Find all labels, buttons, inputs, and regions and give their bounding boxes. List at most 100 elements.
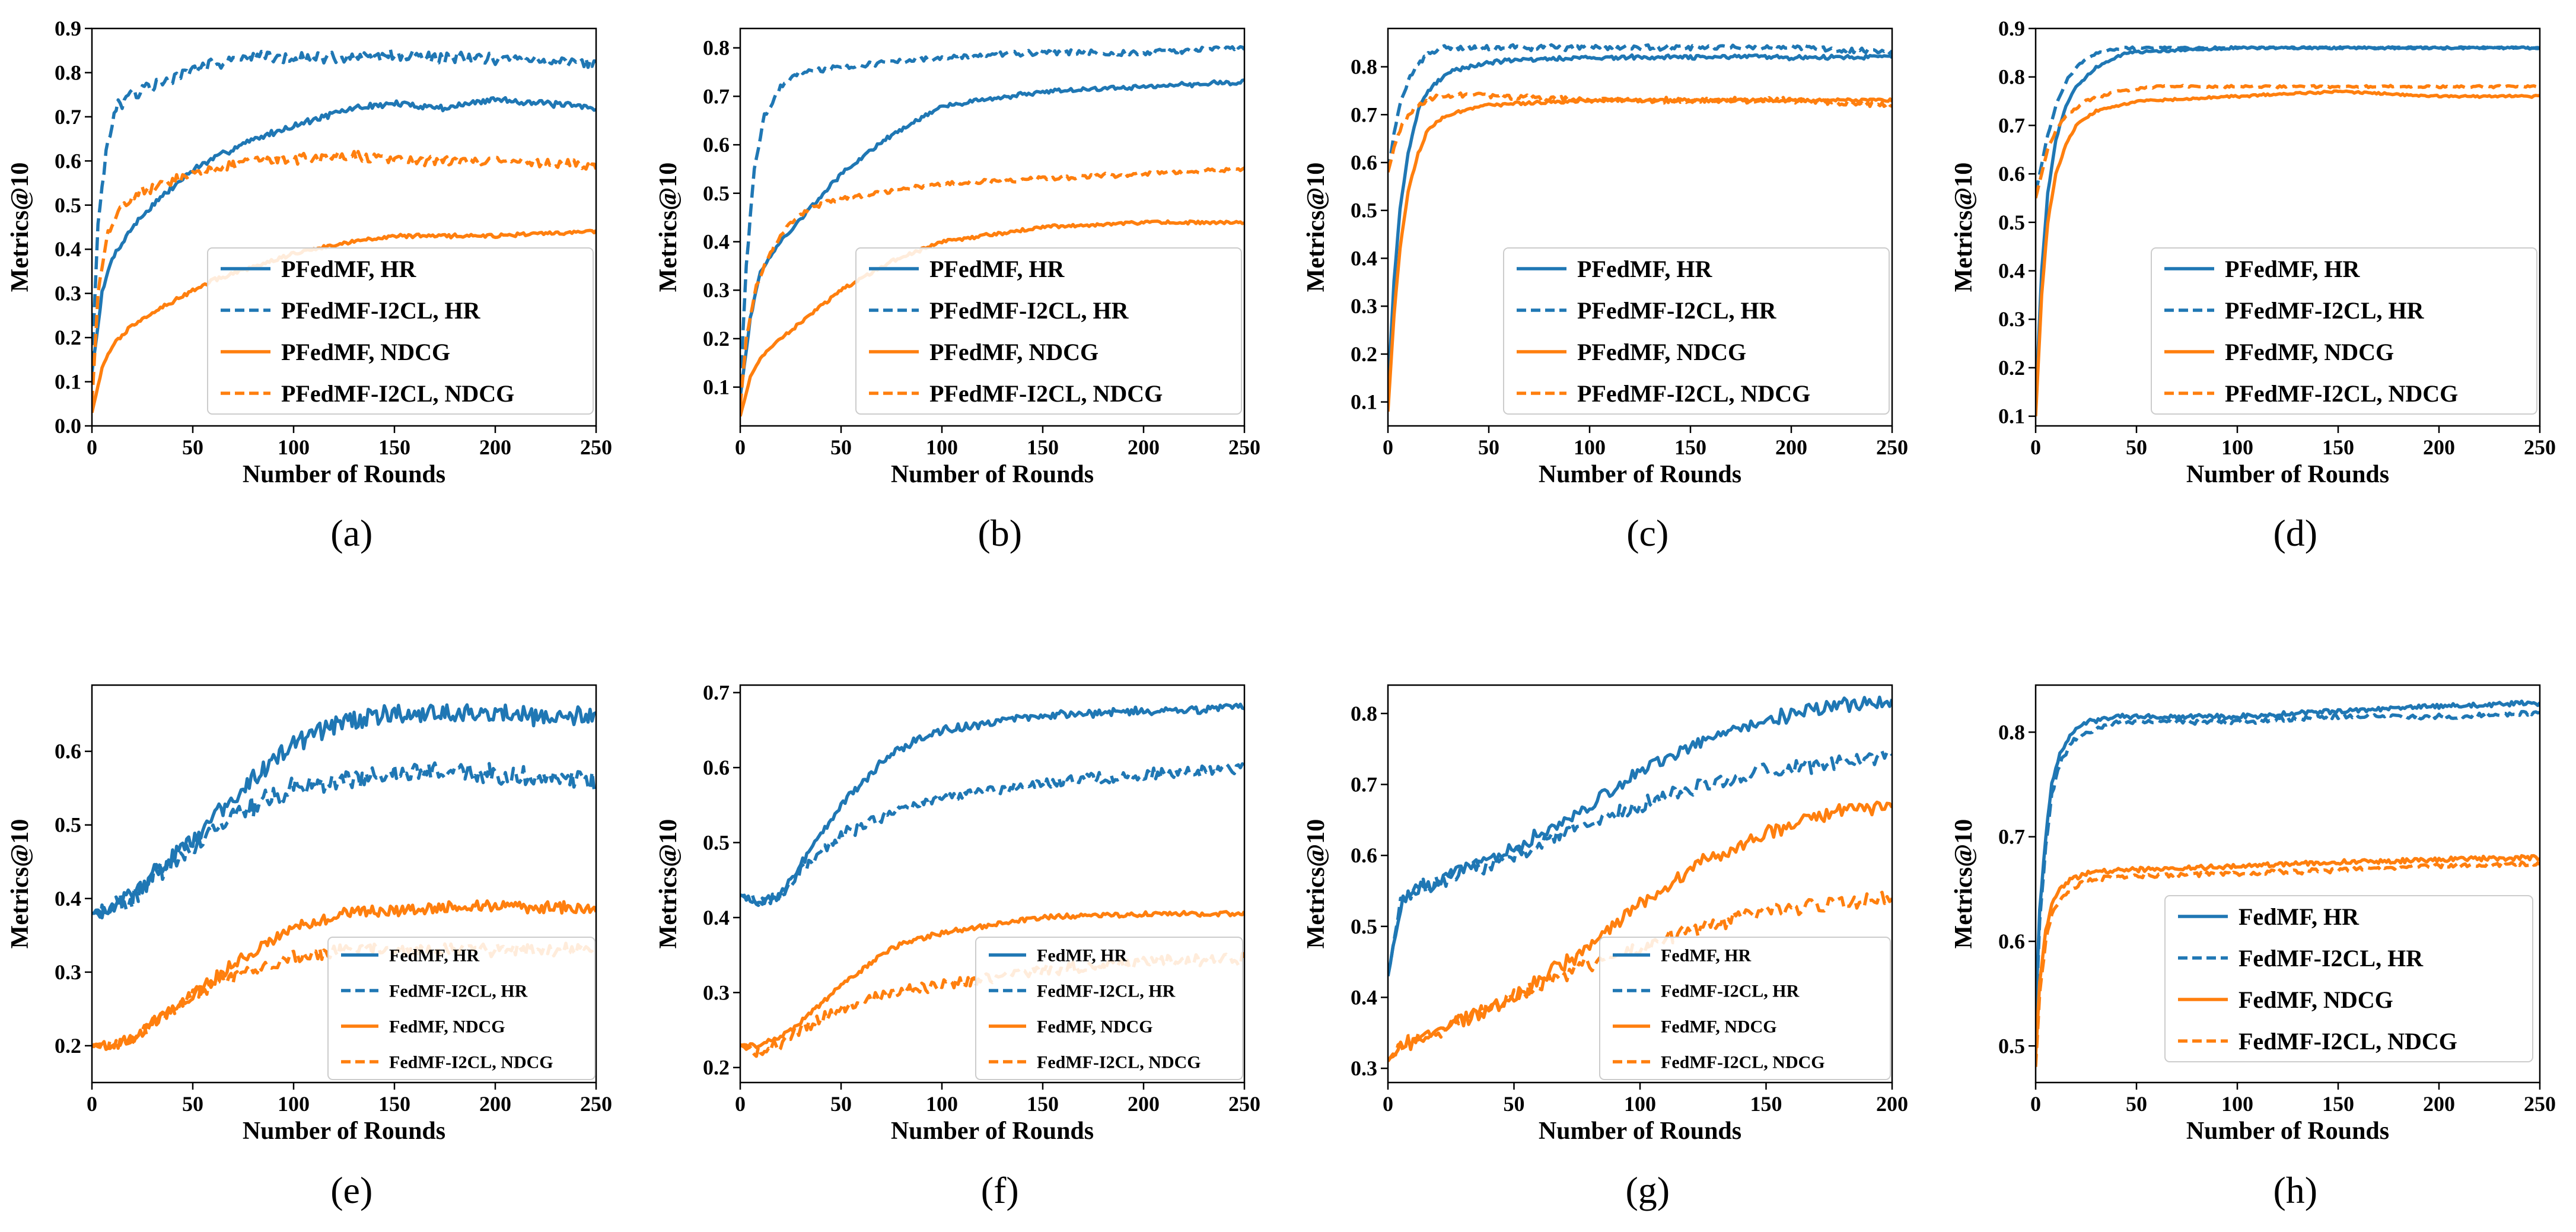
y-tick-label: 0.9 — [55, 17, 81, 40]
x-tick-label: 250 — [580, 435, 612, 459]
y-tick-label: 0.3 — [703, 278, 730, 302]
x-tick-label: 50 — [1478, 435, 1499, 459]
x-tick-label: 250 — [580, 1092, 612, 1116]
x-tick-label: 0 — [735, 1092, 746, 1116]
legend-label: FedMF, NDCG — [389, 1017, 505, 1037]
x-axis-label: Number of Rounds — [891, 461, 1094, 488]
chart-panel: 0 50 100 150 200 250 0.5 0.6 0.7 0.8 Number of Rou… — [1950, 684, 2556, 1211]
x-tick-label: 200 — [1128, 435, 1160, 459]
series-line — [740, 909, 1244, 1049]
series-line — [1388, 800, 1892, 1062]
x-axis-label: Number of Rounds — [243, 1118, 445, 1145]
y-axis-label: Metrics@10 — [655, 819, 682, 949]
y-tick-label: 0.5 — [1351, 199, 1377, 222]
x-tick-label: 200 — [1128, 1092, 1160, 1116]
legend-label: PFedMF-I2CL, NDCG — [1577, 380, 1810, 407]
y-tick-label: 0.2 — [1998, 356, 2025, 380]
legend: FedMF, HR FedMF-I2CL, HR FedMF, NDCG FedMF-… — [975, 937, 1243, 1080]
y-tick-label: 0.6 — [703, 756, 730, 779]
x-tick-label: 250 — [1228, 1092, 1260, 1116]
x-axis-label: Number of Rounds — [243, 461, 445, 488]
legend-label: FedMF-I2CL, NDCG — [389, 1053, 553, 1072]
y-tick-label: 0.8 — [1998, 720, 2025, 744]
plot-frame — [1387, 27, 1893, 427]
y-tick-label: 0.4 — [703, 230, 730, 254]
x-tick-label: 250 — [2524, 435, 2556, 459]
y-axis-label: Metrics@10 — [1950, 819, 1978, 949]
x-tick-label: 200 — [479, 1092, 511, 1116]
series-group — [2036, 699, 2540, 1067]
plot-frame — [2034, 684, 2541, 1084]
x-tick-label: 50 — [1504, 1092, 1525, 1116]
y-tick-label: 0.6 — [1998, 162, 2025, 186]
y-tick-label: 0.6 — [1351, 843, 1377, 867]
y-tick-label: 0.4 — [1351, 985, 1377, 1009]
y-tick-label: 0.5 — [1998, 1034, 2025, 1058]
legend: PFedMF, HR PFedMF-I2CL, HR PFedMF, NDCG PFe… — [855, 247, 1242, 415]
x-axis-label: Number of Rounds — [891, 1118, 1094, 1145]
x-tick-label: 0 — [1383, 1092, 1393, 1116]
y-tick-label: 0.2 — [703, 327, 730, 351]
series-line — [2036, 854, 2540, 1057]
y-tick-label: 0.0 — [55, 414, 81, 438]
series-line — [1388, 43, 1892, 173]
y-tick-label: 0.1 — [703, 375, 730, 399]
x-tick-label: 150 — [1027, 435, 1059, 459]
x-tick-label: 100 — [2221, 435, 2253, 459]
series-line — [740, 762, 1244, 908]
x-tick-label: 250 — [1876, 435, 1908, 459]
x-tick-label: 250 — [2524, 1092, 2556, 1116]
plot-frame — [739, 684, 1246, 1084]
series-line — [92, 899, 596, 1050]
panel-caption: (c) — [1626, 512, 1668, 554]
legend-label: PFedMF-I2CL, NDCG — [2225, 380, 2458, 407]
y-tick-label: 0.4 — [55, 237, 81, 261]
plot-frame — [91, 684, 597, 1084]
y-tick-label: 0.1 — [1351, 390, 1377, 414]
legend: PFedMF, HR PFedMF-I2CL, HR PFedMF, NDCG PFe… — [207, 247, 594, 415]
y-tick-label: 0.4 — [55, 887, 81, 911]
y-tick-label: 0.8 — [703, 36, 730, 60]
legend-label: PFedMF, HR — [1577, 256, 1712, 282]
series-group — [1388, 43, 1892, 412]
legend-label: FedMF, HR — [389, 946, 480, 966]
series-group — [740, 44, 1244, 417]
legend-label: FedMF, NDCG — [1037, 1017, 1153, 1037]
chart-panel: 0 50 100 150 200 250 0.1 0.2 0.3 0.4 0.5 0.6 0.7 0.8 0… — [1950, 17, 2556, 554]
x-tick-label: 50 — [830, 435, 852, 459]
y-tick-label: 0.4 — [703, 906, 730, 929]
y-tick-label: 0.7 — [1998, 825, 2025, 849]
series-line — [92, 761, 596, 919]
legend-label: PFedMF-I2CL, HR — [2225, 297, 2425, 324]
chart-panel: 0 50 100 150 200 250 0.2 0.3 0.4 0.5 0.6 0.7 Number … — [655, 681, 1260, 1211]
x-tick-label: 200 — [2423, 1092, 2455, 1116]
y-tick-label: 0.7 — [1351, 773, 1377, 797]
y-tick-label: 0.3 — [55, 960, 81, 984]
x-tick-label: 150 — [1674, 435, 1706, 459]
series-line — [2036, 44, 2540, 194]
series-line — [92, 47, 596, 364]
y-tick-label: 0.9 — [1998, 17, 2025, 40]
legend-label: PFedMF, NDCG — [2225, 339, 2394, 365]
x-tick-label: 50 — [2126, 1092, 2147, 1116]
legend: FedMF, HR FedMF-I2CL, HR FedMF, NDCG FedMF-… — [327, 937, 596, 1080]
legend-label: FedMF, HR — [1661, 946, 1752, 966]
y-tick-label: 0.2 — [1351, 342, 1377, 366]
y-tick-label: 0.4 — [1998, 259, 2025, 283]
series-line — [2036, 709, 2540, 1026]
y-tick-label: 0.8 — [1351, 55, 1377, 79]
series-line — [1388, 53, 1892, 393]
y-tick-label: 0.3 — [1351, 294, 1377, 318]
y-tick-label: 0.3 — [55, 282, 81, 305]
series-line — [2036, 84, 2540, 199]
legend-label: FedMF-I2CL, HR — [389, 982, 528, 1001]
x-tick-label: 150 — [2322, 1092, 2354, 1116]
x-tick-label: 50 — [182, 1092, 203, 1116]
series-line — [1388, 695, 1892, 977]
legend: FedMF, HR FedMF-I2CL, HR FedMF, NDCG FedMF-… — [2164, 895, 2533, 1062]
x-tick-label: 50 — [182, 435, 203, 459]
panel-caption: (g) — [1625, 1169, 1670, 1211]
x-tick-label: 150 — [2322, 435, 2354, 459]
y-tick-label: 0.8 — [55, 61, 81, 84]
plot-frame — [91, 27, 597, 427]
